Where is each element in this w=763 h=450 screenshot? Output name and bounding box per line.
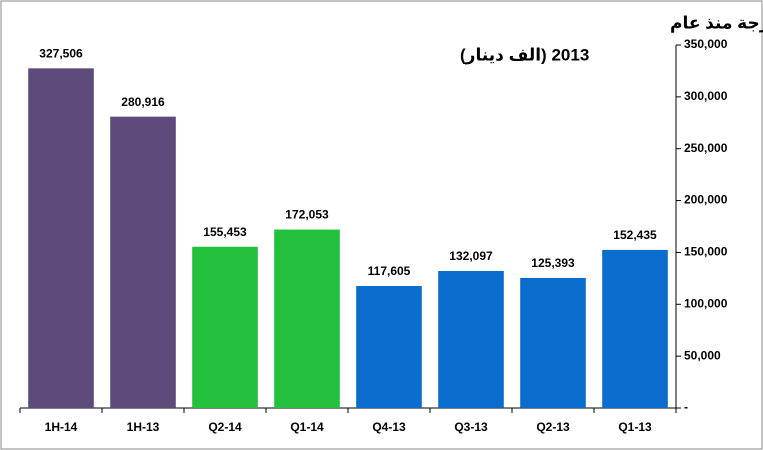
bar [438,270,504,408]
bar [602,249,668,408]
x-tick-label: Q3-13 [454,420,488,434]
data-label: 125,393 [531,256,575,270]
bar [356,286,422,408]
data-label: 132,097 [449,249,493,263]
chart-title: صافي الربح الربع والنصف سنوي لقطاع البنو… [670,13,763,33]
bar [274,229,340,408]
y-tick-label: - [684,400,688,414]
bar [110,116,176,409]
x-tick-label: Q1-13 [618,420,652,434]
bar [28,68,94,408]
x-tick-label: Q2-13 [536,420,570,434]
x-tick-label: Q2-14 [208,420,242,434]
y-tick-label: 250,000 [684,141,728,155]
bar [192,246,258,408]
data-label: 152,435 [613,228,657,242]
y-tick-label: 50,000 [684,348,721,362]
y-tick-label: 300,000 [684,89,728,103]
bar [520,277,586,408]
x-tick-label: Q4-13 [372,420,406,434]
y-tick-label: 150,000 [684,245,728,259]
data-label: 155,453 [203,225,247,239]
data-label: 327,506 [39,47,83,61]
y-tick-label: 100,000 [684,296,728,310]
x-tick-label: 1H-14 [45,420,78,434]
y-tick-label: 200,000 [684,193,728,207]
data-label: 117,605 [368,264,411,278]
chart-title: 2013 (الف دينار) [460,45,589,64]
x-tick-label: 1H-13 [127,420,160,434]
data-label: 280,916 [121,95,165,109]
x-tick-label: Q1-14 [290,420,324,434]
y-tick-label: 350,000 [684,37,728,51]
data-label: 172,053 [285,208,329,222]
